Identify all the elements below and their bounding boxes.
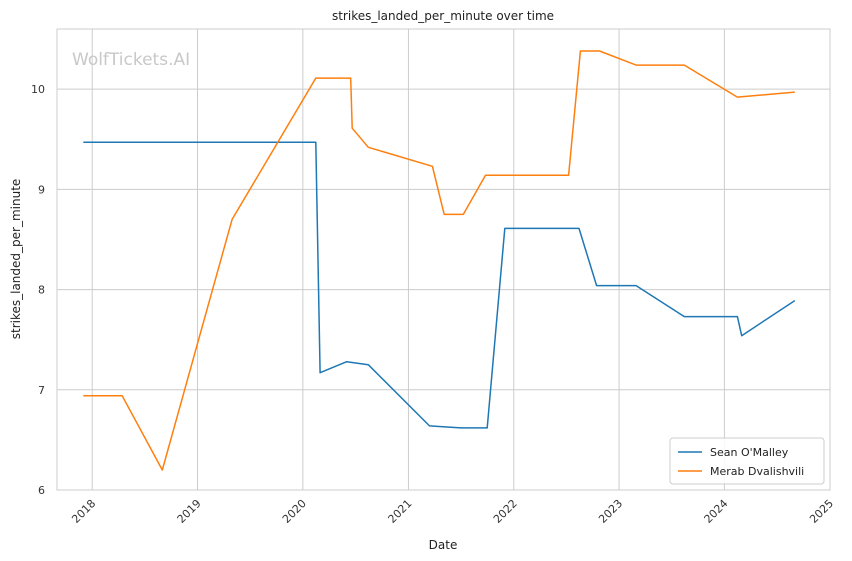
series-line-sean-o-malley xyxy=(83,141,796,429)
data-point xyxy=(741,335,743,337)
x-tick-label: 2024 xyxy=(702,497,731,526)
legend-label: Merab Dvalishvili xyxy=(710,465,804,478)
y-axis-ticks: 6 7 8 9 10 xyxy=(31,83,45,497)
data-point xyxy=(485,175,487,177)
data-point xyxy=(794,91,796,93)
x-tick-label: 2022 xyxy=(491,497,520,526)
data-point xyxy=(504,228,506,230)
chart-title: strikes_landed_per_minute over time xyxy=(332,9,554,23)
x-tick-label: 2019 xyxy=(175,497,204,526)
grid xyxy=(57,29,831,491)
data-point xyxy=(346,361,348,363)
data-point xyxy=(351,127,353,129)
x-tick-label: 2018 xyxy=(69,497,98,526)
y-tick-label: 7 xyxy=(38,384,45,397)
x-axis-ticks: 2018 2019 2020 2021 2022 2023 2024 2025 xyxy=(69,497,836,526)
data-point xyxy=(319,372,321,374)
x-tick-label: 2025 xyxy=(807,497,836,526)
data-point xyxy=(684,316,686,318)
series-group xyxy=(83,50,796,471)
data-point xyxy=(578,228,580,230)
data-point xyxy=(635,285,637,287)
legend-label: Sean O'Malley xyxy=(710,446,789,459)
data-point xyxy=(432,166,434,168)
x-axis-title: Date xyxy=(429,538,458,552)
data-point xyxy=(162,469,164,471)
data-point xyxy=(794,300,796,302)
data-point xyxy=(737,316,739,318)
data-point xyxy=(83,395,85,397)
y-tick-label: 6 xyxy=(38,484,45,497)
y-axis-title: strikes_landed_per_minute xyxy=(9,179,23,340)
data-point xyxy=(231,219,233,221)
x-tick-label: 2023 xyxy=(596,497,625,526)
watermark: WolfTickets.AI xyxy=(72,50,190,70)
data-point xyxy=(596,285,598,287)
x-tick-label: 2020 xyxy=(280,497,309,526)
series-line-merab-dvalishvili xyxy=(83,50,795,471)
y-tick-label: 9 xyxy=(38,183,45,196)
data-point xyxy=(315,77,317,79)
data-point xyxy=(368,147,370,149)
y-tick-label: 8 xyxy=(38,284,45,297)
legend-box xyxy=(669,437,825,485)
x-tick-label: 2021 xyxy=(386,497,415,526)
data-point xyxy=(737,96,739,98)
data-point xyxy=(568,175,570,177)
legend: Sean O'Malley Merab Dvalishvili xyxy=(669,437,825,485)
data-point xyxy=(315,141,317,143)
data-point xyxy=(443,214,445,216)
data-point xyxy=(429,425,431,427)
data-point xyxy=(463,214,465,216)
data-point xyxy=(350,77,352,79)
data-point xyxy=(684,64,686,66)
data-point xyxy=(460,427,462,429)
data-point xyxy=(121,395,123,397)
plot-area xyxy=(56,28,831,491)
data-point xyxy=(83,141,85,143)
y-tick-label: 10 xyxy=(31,83,45,96)
data-point xyxy=(599,50,601,52)
data-point xyxy=(368,364,370,366)
data-point xyxy=(486,427,488,429)
data-point xyxy=(580,50,582,52)
data-point xyxy=(635,64,637,66)
